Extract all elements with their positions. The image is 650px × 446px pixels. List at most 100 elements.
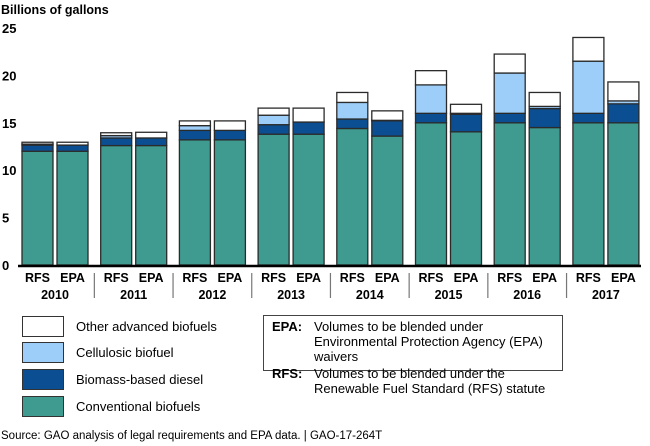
x-year-label: 2017 — [592, 288, 620, 302]
bar-segment-other-advanced-biofuels — [336, 91, 369, 104]
legend-label: Conventional biofuels — [76, 399, 201, 414]
bar-2014-rfs — [336, 91, 369, 266]
bar-segment-conventional-biofuels — [178, 139, 212, 266]
x-year-label: 2014 — [356, 288, 384, 302]
bar-segment-biomass-based-diesel — [528, 107, 561, 129]
x-year-label: 2016 — [513, 288, 541, 302]
bar-2010-epa — [56, 141, 89, 266]
bar-2013-epa — [292, 107, 325, 266]
bar-segment-other-advanced-biofuels — [213, 120, 247, 132]
bar-2017-epa — [607, 81, 640, 266]
y-tick-label: 10 — [2, 163, 16, 178]
bar-segment-biomass-based-diesel — [336, 118, 369, 130]
x-bar-label: EPA — [218, 271, 243, 285]
bar-segment-conventional-biofuels — [371, 135, 404, 266]
x-bar-label: RFS — [497, 271, 522, 285]
bar-segment-other-advanced-biofuels — [135, 131, 168, 139]
legend-swatch — [22, 316, 64, 337]
bar-segment-other-advanced-biofuels — [100, 132, 133, 137]
bar-segment-biomass-based-diesel — [607, 103, 640, 124]
bar-segment-cellulosic-biofuel — [336, 101, 369, 120]
bar-segment-other-advanced-biofuels — [493, 53, 526, 74]
bar-segment-other-advanced-biofuels — [292, 107, 325, 123]
x-year-label: 2012 — [198, 288, 226, 302]
bar-segment-cellulosic-biofuel — [414, 84, 448, 114]
bar-segment-cellulosic-biofuel — [178, 124, 212, 132]
note-key: RFS: — [272, 366, 303, 381]
y-axis-title: Billions of gallons — [1, 3, 109, 17]
bar-segment-cellulosic-biofuel — [572, 60, 605, 114]
bar-segment-conventional-biofuels — [292, 133, 325, 266]
bar-segment-biomass-based-diesel — [135, 137, 168, 147]
bar-segment-other-advanced-biofuels — [21, 141, 54, 145]
bar-2015-epa — [449, 103, 483, 266]
bar-segment-conventional-biofuels — [257, 133, 290, 266]
bar-segment-conventional-biofuels — [414, 122, 448, 266]
bar-segment-cellulosic-biofuel — [493, 72, 526, 114]
x-bar-label: EPA — [139, 271, 164, 285]
bar-segment-other-advanced-biofuels — [371, 110, 404, 121]
y-tick-label: 15 — [2, 116, 16, 131]
bar-segment-biomass-based-diesel — [493, 112, 526, 124]
bar-segment-conventional-biofuels — [135, 144, 168, 266]
legend-label: Cellulosic biofuel — [76, 345, 174, 360]
bar-segment-conventional-biofuels — [100, 144, 133, 266]
bar-2016-rfs — [493, 53, 526, 266]
bar-2010-rfs — [21, 141, 54, 266]
x-bar-label: RFS — [261, 271, 286, 285]
bar-segment-conventional-biofuels — [528, 126, 561, 266]
x-bar-label: RFS — [340, 271, 365, 285]
note-key: EPA: — [272, 319, 303, 334]
bar-segment-other-advanced-biofuels — [528, 91, 561, 108]
y-tick-label: 25 — [2, 21, 16, 36]
bar-2012-rfs — [178, 120, 212, 266]
bar-segment-other-advanced-biofuels — [257, 107, 290, 116]
bar-segment-biomass-based-diesel — [100, 137, 133, 147]
legend-swatch — [22, 396, 64, 417]
bar-segment-conventional-biofuels — [56, 150, 89, 266]
bar-2011-epa — [135, 131, 168, 266]
x-bar-label: EPA — [60, 271, 85, 285]
bar-segment-biomass-based-diesel — [292, 121, 325, 135]
bar-segment-conventional-biofuels — [449, 131, 483, 266]
x-year-label: 2013 — [277, 288, 305, 302]
bar-segment-conventional-biofuels — [493, 122, 526, 266]
bar-2015-rfs — [414, 70, 448, 266]
bar-segment-other-advanced-biofuels — [572, 36, 605, 62]
x-year-label: 2010 — [41, 288, 69, 302]
bar-2012-epa — [213, 120, 247, 266]
bar-segment-biomass-based-diesel — [257, 124, 290, 135]
bar-segment-conventional-biofuels — [336, 127, 369, 266]
y-tick-label: 5 — [2, 211, 9, 226]
legend-item-conventional: Conventional biofuels — [22, 396, 262, 420]
x-bar-label: RFS — [104, 271, 129, 285]
bar-segment-other-advanced-biofuels — [449, 103, 483, 114]
bar-segment-biomass-based-diesel — [414, 112, 448, 124]
bar-2014-epa — [371, 110, 404, 266]
y-tick-label: 0 — [2, 258, 9, 273]
bar-segment-conventional-biofuels — [572, 122, 605, 266]
bar-segment-biomass-based-diesel — [213, 129, 247, 141]
x-bar-label: RFS — [576, 271, 601, 285]
bar-2017-rfs — [572, 36, 605, 266]
bar-segment-other-advanced-biofuels — [414, 70, 448, 86]
note-rfs: RFS: Volumes to be blended under the Ren… — [272, 366, 562, 396]
bar-segment-biomass-based-diesel — [178, 129, 212, 141]
x-year-label: 2015 — [435, 288, 463, 302]
x-bar-label: RFS — [419, 271, 444, 285]
bar-segment-other-advanced-biofuels — [56, 141, 89, 146]
note-epa: EPA: Volumes to be blended under Environ… — [272, 319, 562, 364]
bar-segment-conventional-biofuels — [21, 150, 54, 266]
bar-2011-rfs — [100, 132, 133, 266]
x-bar-label: EPA — [375, 271, 400, 285]
stacked-bar-chart: Billions of gallons 0 5 10 15 20 25 RFS EPA 201… — [1, 3, 641, 302]
x-bar-label: EPA — [532, 271, 557, 285]
x-year-label: 2011 — [120, 288, 147, 302]
x-bar-label: EPA — [611, 271, 636, 285]
bar-segment-biomass-based-diesel — [56, 144, 89, 152]
bar-segment-cellulosic-biofuel — [257, 114, 290, 126]
bar-segment-biomass-based-diesel — [449, 113, 483, 133]
bar-segment-biomass-based-diesel — [371, 119, 404, 137]
legend-label: Other advanced biofuels — [76, 319, 217, 334]
x-bar-label: RFS — [182, 271, 207, 285]
